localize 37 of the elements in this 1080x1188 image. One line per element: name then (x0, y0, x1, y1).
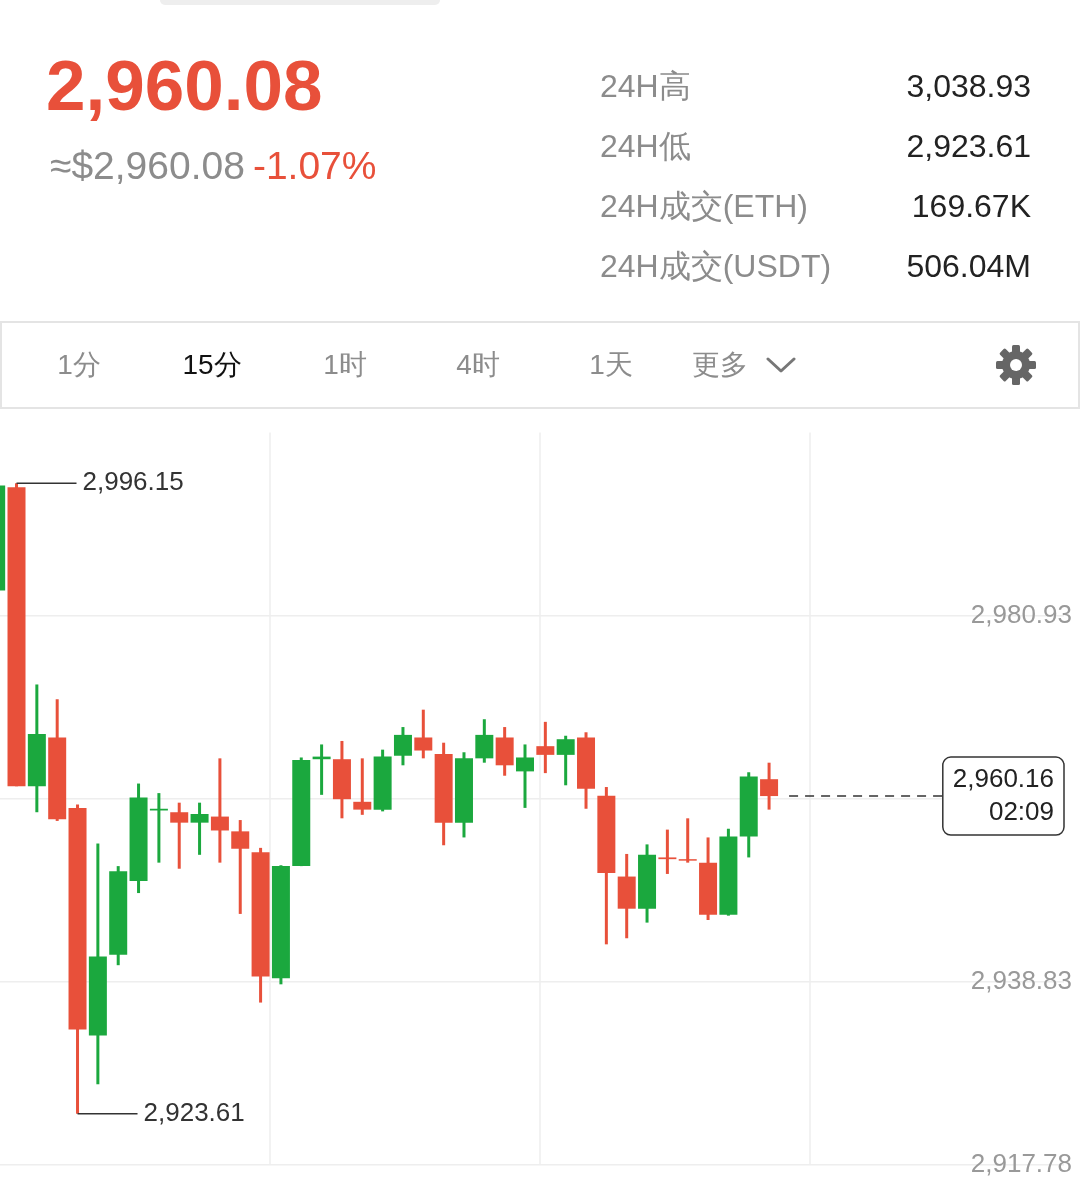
y-tick-label: 2,917.78 (970, 1147, 1072, 1178)
text: 1时 (323, 348, 367, 382)
candlestick (393, 727, 412, 766)
text: 1分 (57, 348, 101, 382)
text: 3,038.93 (906, 67, 1031, 106)
candlestick (190, 802, 209, 855)
annotation: 2,923.61 (143, 1096, 245, 1127)
candlestick (556, 735, 575, 786)
text: 24H高 (600, 67, 691, 106)
text: 更多 (692, 348, 748, 382)
ref-line-label: 2,960.16 02:09 (952, 762, 1054, 826)
y-tick-label: 2,938.83 (970, 964, 1072, 995)
text: 24H低 (600, 127, 691, 166)
candlestick (536, 720, 555, 775)
candlestick (231, 820, 250, 914)
text: 15分 (182, 348, 242, 382)
text: -1.07% (252, 144, 377, 187)
candlestick (658, 829, 677, 874)
text: 24H成交(USDT) (600, 247, 832, 286)
text: 1天 (589, 348, 633, 382)
text: 169.67K (911, 187, 1031, 226)
candlestick (170, 802, 189, 869)
text: 2,923.61 (906, 127, 1031, 166)
text: 24H成交(ETH) (600, 187, 809, 226)
candlestick (760, 762, 779, 810)
text: 4时 (456, 348, 500, 382)
candlestick (678, 818, 697, 863)
text: ≈$2,960.08 (50, 144, 245, 187)
candlestick (210, 758, 229, 863)
candlestick (353, 758, 372, 815)
annotation: 2,996.15 (82, 466, 184, 497)
candlestick (516, 744, 534, 808)
y-tick-label: 2,980.93 (970, 598, 1072, 629)
candlestick (475, 719, 494, 763)
text: 2,960.08 (46, 45, 323, 127)
text: 506.04M (906, 247, 1031, 286)
candlestick (414, 709, 433, 759)
